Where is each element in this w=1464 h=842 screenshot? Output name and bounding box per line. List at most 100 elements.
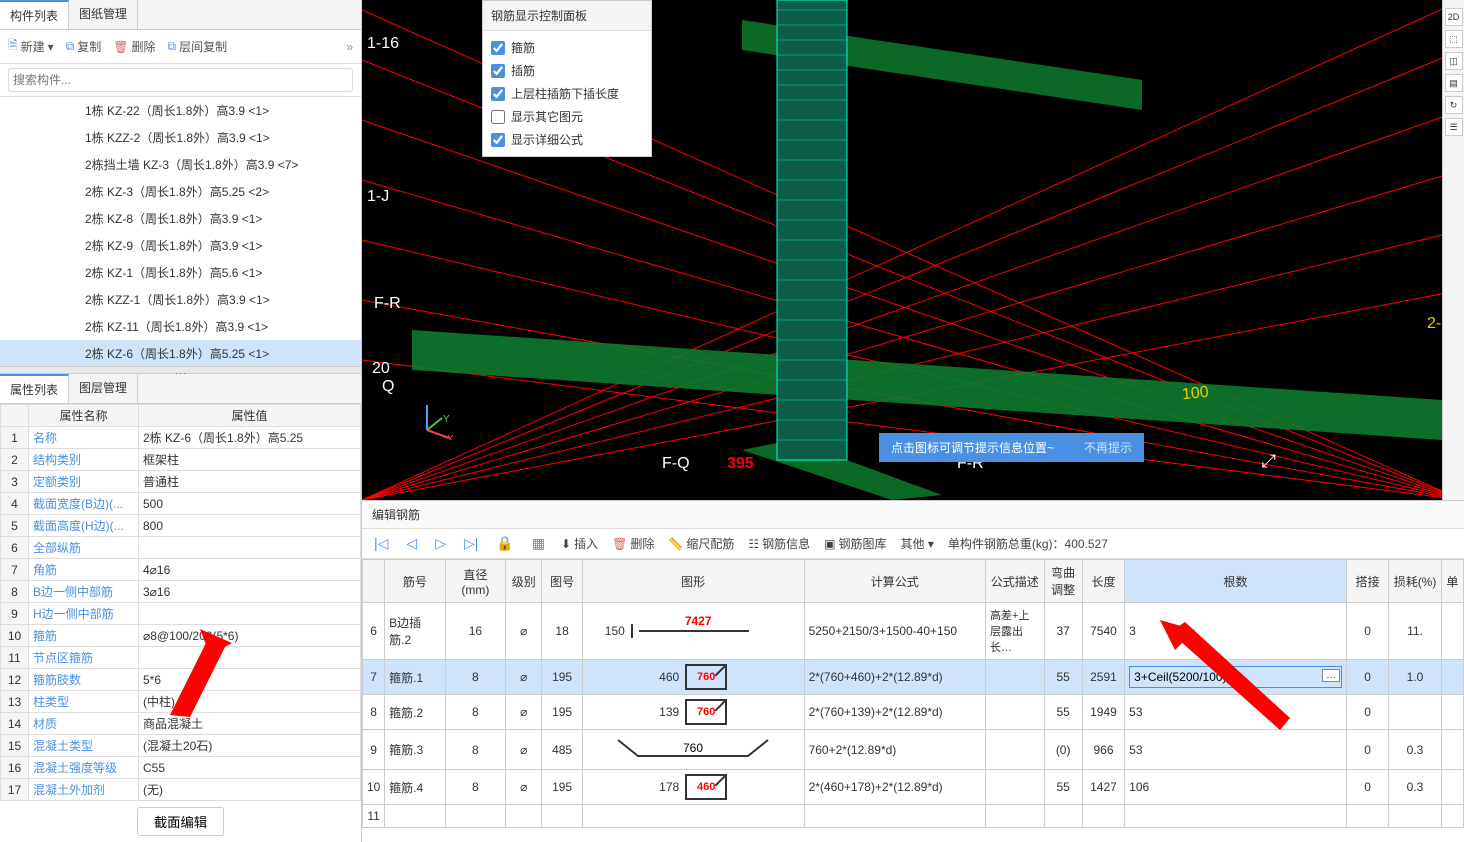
- copy-button[interactable]: ⧉复制: [66, 38, 102, 55]
- rebar-no[interactable]: 箍筋.4: [385, 770, 445, 805]
- list-item[interactable]: 2栋 KZ-11（周长1.8外）高3.9 <1>: [0, 313, 361, 340]
- lib-button[interactable]: ▣钢筋图库: [824, 535, 886, 552]
- checkbox[interactable]: [491, 64, 505, 78]
- checkbox-item[interactable]: 显示详细公式: [491, 131, 643, 148]
- list-item[interactable]: 2栋 KZ-9（周长1.8外）高3.9 <1>: [0, 232, 361, 259]
- col-header[interactable]: 单: [1441, 560, 1463, 603]
- prop-value[interactable]: [139, 647, 361, 669]
- info-button[interactable]: ☷钢筋信息: [748, 535, 810, 552]
- col-header[interactable]: 图号: [542, 560, 582, 603]
- col-header[interactable]: 公式描述: [986, 560, 1044, 603]
- checkbox-item[interactable]: 箍筋: [491, 39, 643, 56]
- col-header[interactable]: 级别: [506, 560, 542, 603]
- rebar-no[interactable]: B边插筋.2: [385, 603, 445, 660]
- checkbox[interactable]: [491, 87, 505, 101]
- col-header[interactable]: 弯曲调整: [1044, 560, 1082, 603]
- col-header[interactable]: 搭接: [1346, 560, 1388, 603]
- floor-copy-button[interactable]: ⧉层间复制: [168, 38, 228, 55]
- delete-button[interactable]: 🗑删除: [113, 38, 155, 55]
- insert-button[interactable]: ⬇插入: [561, 535, 598, 552]
- list-item[interactable]: 2栋 KZ-1（周长1.8外）高5.6 <1>: [0, 259, 361, 286]
- other-button[interactable]: 其他 ▾: [900, 535, 933, 552]
- col-header[interactable]: 直径(mm): [445, 560, 505, 603]
- col-header[interactable]: 损耗(%): [1389, 560, 1441, 603]
- col-header[interactable]: 根数: [1125, 560, 1347, 603]
- checkbox[interactable]: [491, 41, 505, 55]
- new-button[interactable]: 🗎新建 ▾: [8, 36, 54, 57]
- rebar-control-panel: 钢筋显示控制面板 箍筋插筋上层柱插筋下插长度显示其它图元显示详细公式: [482, 0, 652, 157]
- prop-name: 箍筋肢数: [29, 669, 139, 691]
- col-header[interactable]: 计算公式: [804, 560, 985, 603]
- prop-value[interactable]: 商品混凝土: [139, 713, 361, 735]
- nav-last[interactable]: ▷|: [462, 535, 480, 552]
- list-item[interactable]: 1栋 KZ-22（周长1.8外）高3.9 <1>: [0, 97, 361, 124]
- checkbox-item[interactable]: 上层柱插筋下插长度: [491, 85, 643, 102]
- rebar-no[interactable]: 箍筋.3: [385, 730, 445, 770]
- list-item[interactable]: 2栋 KZ-6（周长1.8外）高5.25 <1>: [0, 340, 361, 366]
- axis-widget: Y X: [417, 400, 457, 440]
- prop-value[interactable]: 3⌀16: [139, 581, 361, 603]
- tool-2d[interactable]: 2D: [1445, 8, 1463, 26]
- panel-title: 编辑钢筋: [362, 501, 1464, 529]
- col-header[interactable]: 筋号: [385, 560, 445, 603]
- tab-properties[interactable]: 属性列表: [0, 374, 69, 403]
- tool-cube[interactable]: ◫: [1445, 52, 1463, 70]
- collapse-bar[interactable]: ⋯: [0, 366, 361, 374]
- nav-next[interactable]: ▷: [433, 535, 448, 552]
- total-label: 单构件钢筋总重(kg)：400.527: [948, 535, 1108, 552]
- list-item[interactable]: 2栋 KZZ-1（周长1.8外）高3.9 <1>: [0, 286, 361, 313]
- list-item[interactable]: 2栋 KZ-3（周长1.8外）高5.25 <2>: [0, 178, 361, 205]
- checkbox[interactable]: [491, 110, 505, 124]
- scale-button[interactable]: 📏缩尺配筋: [668, 535, 734, 552]
- nav-first[interactable]: |◁: [372, 535, 390, 552]
- prop-value[interactable]: [139, 603, 361, 625]
- prop-table: 属性名称 属性值 1 名称 2栋 KZ-6（周长1.8外）高5.252 结构类别…: [0, 404, 361, 801]
- rebar-no[interactable]: 箍筋.1: [385, 660, 445, 695]
- nav-grid[interactable]: ▦: [530, 535, 547, 552]
- prop-value[interactable]: (无): [139, 779, 361, 801]
- list-item[interactable]: 2栋 KZ-8（周长1.8外）高3.9 <1>: [0, 205, 361, 232]
- prop-value[interactable]: C55: [139, 757, 361, 779]
- formula-expand[interactable]: …: [1322, 669, 1340, 682]
- col-header[interactable]: 长度: [1082, 560, 1124, 603]
- checkbox-item[interactable]: 插筋: [491, 62, 643, 79]
- rebar-no[interactable]: [385, 805, 445, 828]
- prop-value[interactable]: 4⌀16: [139, 559, 361, 581]
- rebar-no[interactable]: 箍筋.2: [385, 695, 445, 730]
- prop-value[interactable]: 2栋 KZ-6（周长1.8外）高5.25: [139, 427, 361, 449]
- tab-drawings[interactable]: 图纸管理: [69, 0, 138, 29]
- expand-icon[interactable]: »: [346, 40, 353, 54]
- prop-value[interactable]: 500: [139, 493, 361, 515]
- prop-name: 定额类别: [29, 471, 139, 493]
- tool-layers[interactable]: ▤: [1445, 74, 1463, 92]
- prop-value[interactable]: ⌀8@100/200(5*6): [139, 625, 361, 647]
- prop-value[interactable]: 800: [139, 515, 361, 537]
- list-item[interactable]: 1栋 KZZ-2（周长1.8外）高3.9 <1>: [0, 124, 361, 151]
- edit-section-button[interactable]: 截面编辑: [137, 807, 224, 836]
- prop-value[interactable]: 5*6: [139, 669, 361, 691]
- component-list: 1栋 KZ-22（周长1.8外）高3.9 <1>1栋 KZZ-2（周长1.8外）…: [0, 97, 361, 366]
- checkbox-item[interactable]: 显示其它图元: [491, 108, 643, 125]
- tooltip-dismiss[interactable]: 不再提示: [1084, 439, 1132, 456]
- viewport-3d[interactable]: 1-16 1-J F-R 20 Q F-Q 395 F-R 100 2-1 Y …: [362, 0, 1464, 500]
- list-item[interactable]: 2栋挡土墙 KZ-3（周长1.8外）高3.9 <7>: [0, 151, 361, 178]
- col-header[interactable]: 图形: [582, 560, 804, 603]
- checkbox[interactable]: [491, 133, 505, 147]
- prop-value[interactable]: 框架柱: [139, 449, 361, 471]
- insert-icon: ⬇: [561, 537, 571, 551]
- tool-view[interactable]: ⬚: [1445, 30, 1463, 48]
- nav-prev[interactable]: ◁: [404, 535, 419, 552]
- nav-lock[interactable]: 🔒: [494, 535, 515, 552]
- prop-value[interactable]: (混凝土20石): [139, 735, 361, 757]
- collapse-icon[interactable]: ⤢: [1262, 451, 1276, 472]
- search-input[interactable]: [8, 68, 353, 92]
- delete-button[interactable]: 🗑删除: [612, 535, 654, 552]
- prop-value[interactable]: 普通柱: [139, 471, 361, 493]
- count-input[interactable]: [1129, 666, 1342, 688]
- tool-rotate[interactable]: ↻: [1445, 96, 1463, 114]
- prop-value[interactable]: [139, 537, 361, 559]
- tab-layers[interactable]: 图层管理: [69, 374, 138, 403]
- tab-components[interactable]: 构件列表: [0, 0, 69, 29]
- prop-value[interactable]: (中柱): [139, 691, 361, 713]
- tool-menu[interactable]: ☰: [1445, 118, 1463, 136]
